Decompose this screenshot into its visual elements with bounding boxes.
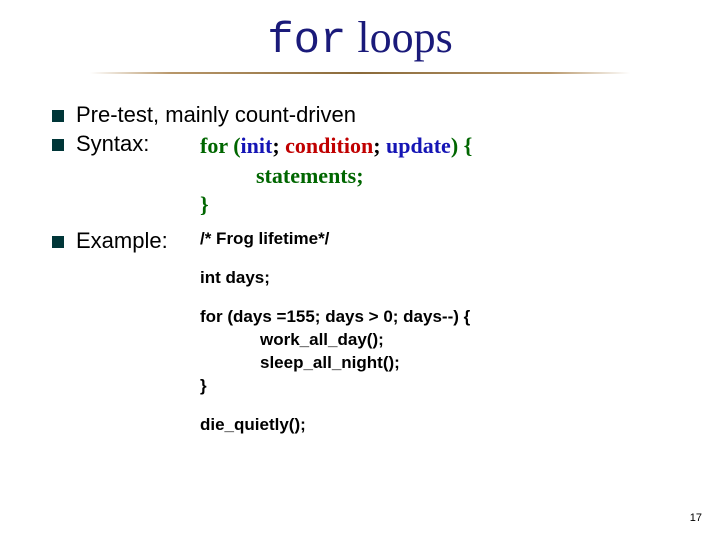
syntax-line-1: for (init; condition; update) {: [200, 131, 472, 161]
syntax-sep1: ;: [272, 133, 285, 158]
syntax-init: init: [241, 133, 273, 158]
title-area: for loops: [0, 0, 720, 74]
bullet-row-2: Syntax: for (init; condition; update) { …: [52, 131, 680, 220]
syntax-cond: condition: [285, 133, 373, 158]
slide-title: for loops: [267, 12, 453, 66]
example-decl: int days;: [200, 267, 470, 290]
title-rest: loops: [346, 13, 452, 62]
example-comment: /* Frog lifetime*/: [200, 228, 470, 251]
bullet-row-3: Example: /* Frog lifetime*/ int days; fo…: [52, 228, 680, 437]
bullet-3-text: Example:: [76, 228, 194, 254]
example-for-line: for (days =155; days > 0; days--) {: [200, 306, 470, 329]
syntax-line-3: }: [200, 190, 472, 220]
bullet-row-1: Pre-test, mainly count-driven: [52, 102, 680, 128]
example-body-2: sleep_all_night();: [200, 352, 470, 375]
syntax-sep2: ;: [373, 133, 386, 158]
example-for: for (days =155; days > 0; days--) { work…: [200, 306, 470, 398]
content-area: Pre-test, mainly count-driven Syntax: fo…: [0, 74, 720, 437]
example-block: /* Frog lifetime*/ int days; for (days =…: [200, 228, 470, 437]
bullet-1-text: Pre-test, mainly count-driven: [76, 102, 356, 128]
bullet-icon: [52, 139, 64, 151]
syntax-line-2: statements;: [200, 161, 472, 191]
syntax-kw-open: for (: [200, 133, 241, 158]
bullet-2-text: Syntax:: [76, 131, 194, 157]
syntax-block: for (init; condition; update) { statemen…: [200, 131, 472, 220]
example-body-1: work_all_day();: [200, 329, 470, 352]
page-number: 17: [690, 512, 702, 524]
syntax-close-paren: ) {: [451, 133, 473, 158]
bullet-icon: [52, 110, 64, 122]
bullet-icon: [52, 236, 64, 248]
example-after: die_quietly();: [200, 414, 470, 437]
title-keyword: for: [267, 16, 346, 66]
syntax-upd: update: [386, 133, 451, 158]
example-close-brace: }: [200, 375, 470, 398]
